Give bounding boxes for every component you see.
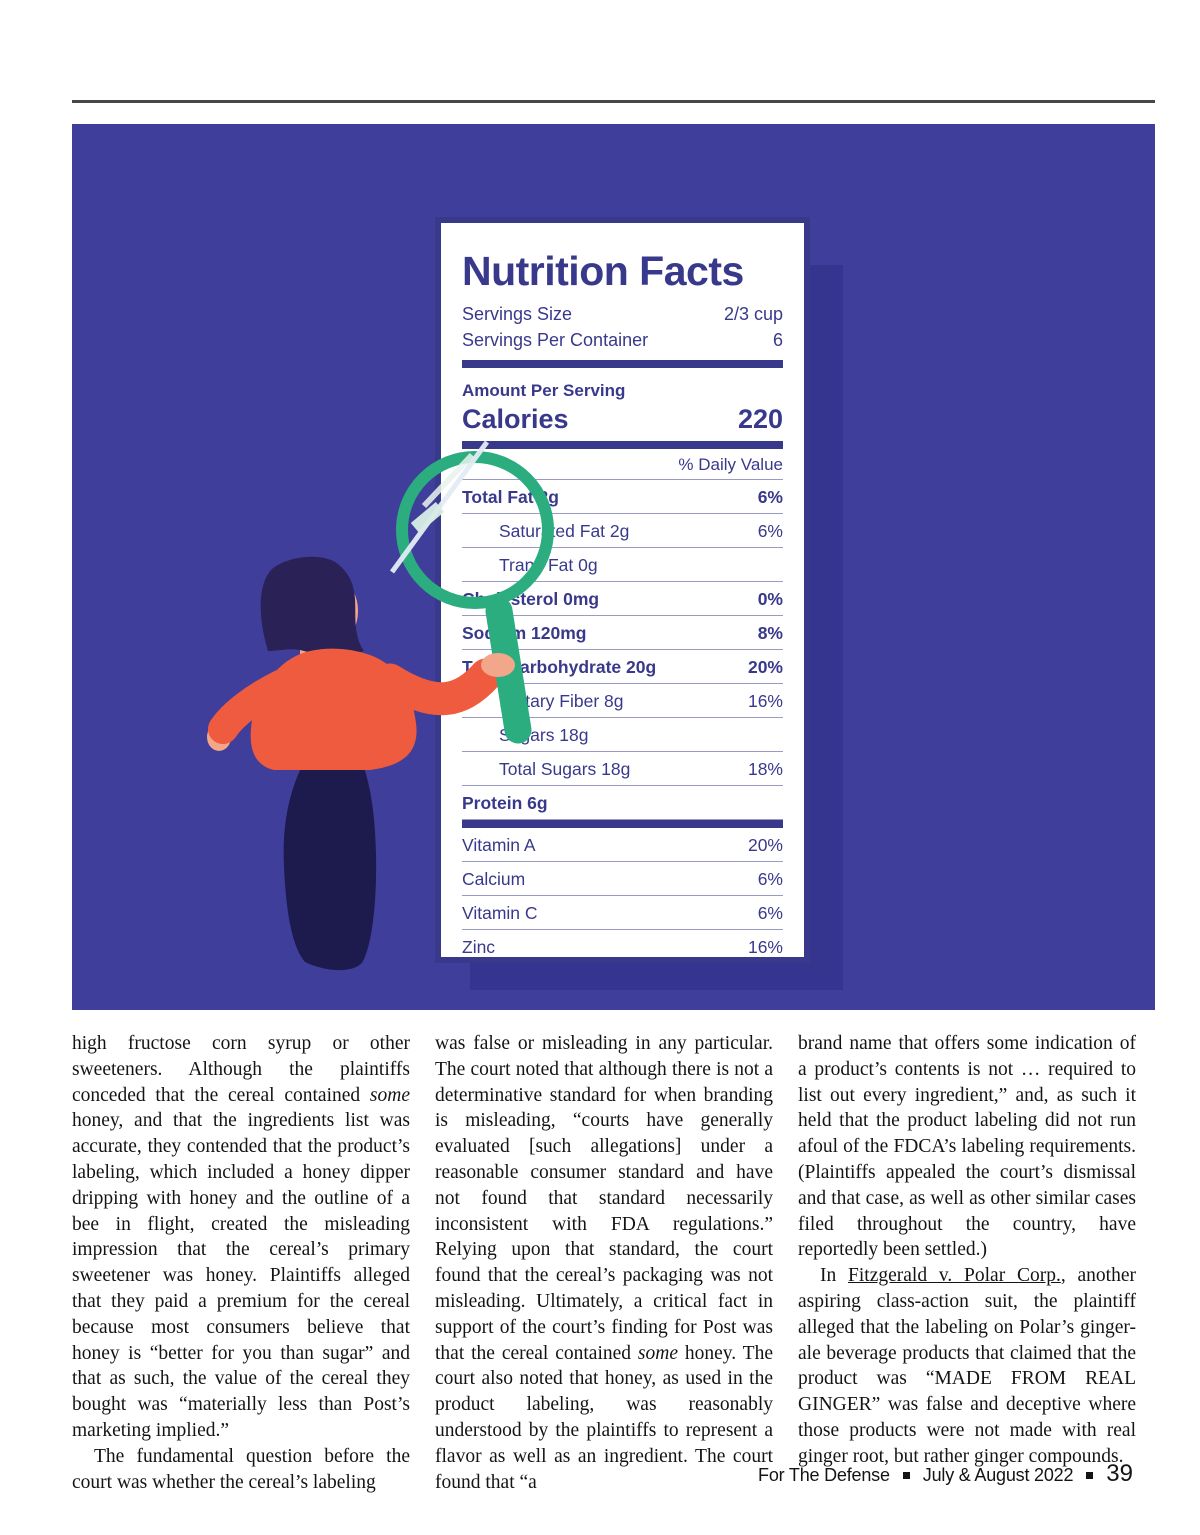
nutrient-row: Protein 6g bbox=[462, 786, 783, 820]
nutrient-row-label: Total Fat 2g bbox=[462, 487, 559, 507]
left-hand bbox=[207, 723, 231, 751]
left-arm bbox=[208, 669, 297, 744]
vitamin-row-value: 20% bbox=[747, 835, 783, 855]
serving-row-value: 2/3 cup bbox=[723, 304, 783, 324]
blouse bbox=[250, 648, 417, 770]
vitamin-row-label: Vitamin C bbox=[462, 903, 538, 923]
nutrient-row-label: Saturated Fat 2g bbox=[499, 521, 630, 541]
nutrient-row-value: 16% bbox=[747, 691, 783, 711]
square-bullet-icon bbox=[902, 1471, 910, 1479]
vitamin-row-value: 16% bbox=[747, 937, 783, 957]
nutrition-facts-label: Nutrition Facts Servings Size 2/3 cup Serv… bbox=[435, 217, 810, 963]
nutrient-row: Dietary Fiber 8g 16% bbox=[462, 684, 783, 718]
text-segment: brand name that offers some indication o… bbox=[798, 1033, 1136, 1261]
nutrient-row: Total Carbohydrate 20g 20% bbox=[462, 650, 783, 684]
nutrient-row-label: Sugars 18g bbox=[499, 725, 589, 745]
thick-divider bbox=[462, 360, 783, 368]
nutrient-row-label: Cholesterol 0mg bbox=[462, 589, 600, 609]
daily-value-header: % Daily Value bbox=[462, 449, 783, 480]
nutrient-row-label: Dietary Fiber 8g bbox=[499, 691, 624, 711]
neck bbox=[300, 626, 344, 662]
nutrient-rows: Total Fat 2g 6% Saturated Fat 2g 6% Trans Fa… bbox=[462, 480, 783, 820]
vitamin-row: Zinc 16% bbox=[462, 930, 783, 957]
vitamin-row-label: Calcium bbox=[462, 869, 526, 889]
vitamin-row-label: Vitamin A bbox=[462, 835, 536, 855]
article-column-1: high fructose corn syrup or other sweete… bbox=[72, 1031, 410, 1495]
serving-row: Servings Per Container 6 bbox=[462, 327, 783, 353]
page-footer: For The Defense July & August 2022 39 bbox=[758, 1460, 1133, 1488]
illustration: Nutrition Facts Servings Size 2/3 cup Serv… bbox=[72, 124, 1155, 1010]
nutrient-row-label: Sodium 120mg bbox=[462, 623, 587, 643]
text-segment: In bbox=[820, 1265, 849, 1287]
paragraph: high fructose corn syrup or other sweete… bbox=[72, 1031, 410, 1444]
nutrient-row: Sugars 18g bbox=[462, 718, 783, 752]
text-segment: honey. The court also noted that honey, … bbox=[435, 1342, 773, 1493]
nutrient-row-value: 8% bbox=[757, 623, 783, 643]
nutrient-row-value: 6% bbox=[757, 521, 783, 541]
calories-label: Calories bbox=[462, 404, 569, 434]
paragraph: brand name that offers some indication o… bbox=[798, 1031, 1136, 1263]
vitamin-row: Vitamin C 6% bbox=[462, 896, 783, 930]
serving-row: Servings Size 2/3 cup bbox=[462, 301, 783, 327]
article-column-3: brand name that offers some indication o… bbox=[798, 1031, 1136, 1495]
nutrient-row: Total Sugars 18g 18% bbox=[462, 752, 783, 786]
paragraph: In Fitzgerald v. Polar Corp., another as… bbox=[798, 1263, 1136, 1469]
vitamin-row-label: Zinc bbox=[462, 937, 496, 957]
nutrient-row: Cholesterol 0mg 0% bbox=[462, 582, 783, 616]
nutrient-row-value: 20% bbox=[747, 657, 783, 677]
article-column-2: was false or misleading in any particula… bbox=[435, 1031, 773, 1495]
article-body: high fructose corn syrup or other sweete… bbox=[72, 1031, 1136, 1495]
paragraph: was false or misleading in any particula… bbox=[435, 1031, 773, 1495]
vitamin-row-value: 6% bbox=[757, 869, 783, 889]
serving-row-label: Servings Size bbox=[462, 304, 573, 324]
text-segment: Fitzgerald v. Polar Corp. bbox=[848, 1265, 1061, 1287]
vitamin-row: Vitamin A 20% bbox=[462, 828, 783, 862]
square-bullet-icon bbox=[1086, 1471, 1094, 1479]
hair bbox=[260, 556, 364, 656]
text-segment: was false or misleading in any particula… bbox=[435, 1033, 773, 1364]
vitamin-row: Calcium 6% bbox=[462, 862, 783, 896]
nutrient-row: Trans Fat 0g bbox=[462, 548, 783, 582]
nutrient-row: Total Fat 2g 6% bbox=[462, 480, 783, 514]
thick-divider bbox=[462, 820, 783, 828]
vitamin-row-value: 6% bbox=[757, 903, 783, 923]
serving-row-label: Servings Per Container bbox=[462, 330, 649, 350]
text-segment: high fructose corn syrup or other sweete… bbox=[72, 1033, 410, 1106]
publication-name: For The Defense bbox=[758, 1465, 890, 1485]
nutrient-row-value: 0% bbox=[757, 589, 783, 609]
paragraph: The fundamental question before the cour… bbox=[72, 1444, 410, 1496]
text-segment: The fundamental question before the cour… bbox=[72, 1445, 410, 1493]
issue-date: July & August 2022 bbox=[922, 1465, 1074, 1485]
face bbox=[330, 585, 358, 637]
thick-divider bbox=[462, 441, 783, 449]
nutrient-row-value: 6% bbox=[757, 487, 783, 507]
top-rule bbox=[72, 100, 1155, 103]
nutrient-row: Sodium 120mg 8% bbox=[462, 616, 783, 650]
text-segment: some bbox=[637, 1342, 678, 1364]
nutrient-row-label: Total Sugars 18g bbox=[499, 759, 631, 779]
text-segment: , another aspiring class-action suit, th… bbox=[798, 1265, 1136, 1467]
text-segment: some bbox=[369, 1084, 410, 1106]
skirt bbox=[283, 748, 377, 971]
nutrient-row-label: Total Carbohydrate 20g bbox=[462, 657, 657, 677]
nutrient-row-label: Protein 6g bbox=[462, 793, 548, 813]
serving-row-value: 6 bbox=[772, 330, 783, 350]
nutrient-row: Saturated Fat 2g 6% bbox=[462, 514, 783, 548]
text-segment: honey, and that the ingredients list was… bbox=[72, 1110, 410, 1441]
page-number: 39 bbox=[1106, 1460, 1133, 1487]
calories-value: 220 bbox=[737, 404, 783, 434]
amount-per-serving-header: Amount Per Serving bbox=[462, 381, 626, 400]
vitamin-rows: Vitamin A 20% Calcium 6% Vitamin C 6% Zinc 16% bbox=[462, 828, 783, 957]
nutrition-facts-title: Nutrition Facts bbox=[462, 248, 744, 294]
calories-row: Calories 220 bbox=[462, 402, 783, 436]
nutrient-row-label: Trans Fat 0g bbox=[499, 555, 598, 575]
nutrient-row-value: 18% bbox=[747, 759, 783, 779]
serving-rows: Servings Size 2/3 cup Servings Per Contain… bbox=[462, 301, 783, 353]
